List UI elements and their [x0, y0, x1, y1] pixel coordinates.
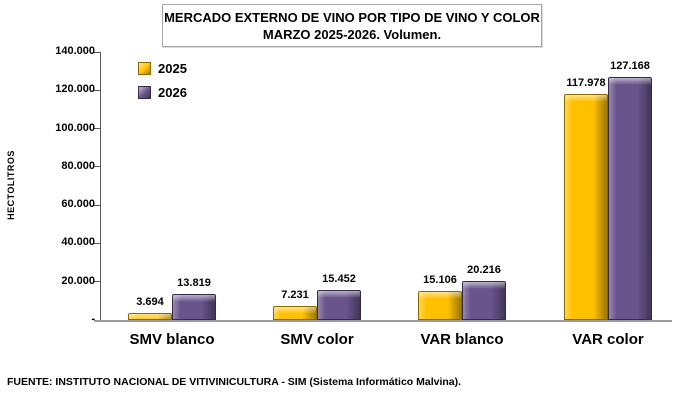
chart-title: MERCADO EXTERNO DE VINO POR TIPO DE VINO…	[164, 9, 540, 25]
y-tick-label: 20.000	[61, 274, 95, 287]
y-tick	[94, 89, 101, 91]
bar-value-label-2026-var-color: 127.168	[610, 60, 650, 72]
legend: 2025 2026	[138, 61, 187, 100]
bar-2025-var-color	[564, 94, 608, 320]
y-tick-label: 80.000	[61, 159, 95, 172]
bar-value-label-2026-smv-blanco: 13.819	[177, 277, 211, 289]
legend-item-2026: 2026	[138, 85, 187, 100]
y-tick-label: 100.000	[55, 121, 95, 134]
bar-value-label-2025-smv-color: 7.231	[281, 289, 309, 301]
x-axis-line	[95, 320, 672, 322]
category-label-smv-color: SMV color	[280, 331, 354, 348]
y-tick	[94, 204, 101, 206]
bar-2026-smv-blanco	[172, 294, 216, 320]
category-label-smv-blanco: SMV blanco	[129, 331, 215, 348]
bar-2026-var-color	[608, 77, 652, 320]
bar-value-label-2026-smv-color: 15.452	[322, 273, 356, 285]
y-tick-label: 60.000	[61, 198, 95, 211]
bar-value-label-2026-var-blanco: 20.216	[467, 264, 501, 276]
legend-label-2025: 2025	[158, 61, 187, 76]
y-tick	[94, 166, 101, 168]
y-tick-label: 140.000	[55, 45, 95, 57]
source-note: FUENTE: INSTITUTO NACIONAL DE VITIVINICU…	[7, 376, 462, 388]
bar-2026-smv-color	[317, 290, 361, 320]
legend-marker-2026	[138, 86, 151, 99]
chart-subtitle: MARZO 2025-2026. Volumen.	[262, 26, 442, 42]
legend-marker-2025	[138, 62, 151, 75]
chart-title-box: MERCADO EXTERNO DE VINO POR TIPO DE VINO…	[162, 4, 542, 47]
bar-value-label-2025-smv-blanco: 3.694	[136, 296, 164, 308]
bar-2026-var-blanco	[462, 281, 506, 320]
y-tick	[94, 128, 101, 130]
bar-value-label-2025-var-blanco: 15.106	[423, 274, 457, 286]
bar-2025-var-blanco	[418, 291, 462, 320]
y-axis-line	[100, 52, 101, 320]
category-label-var-color: VAR color	[572, 331, 644, 348]
y-tick-label: 40.000	[61, 236, 95, 249]
y-tick	[94, 51, 101, 53]
bar-2025-smv-color	[273, 306, 317, 320]
bar-value-label-2025-var-color: 117.978	[566, 77, 606, 89]
legend-item-2025: 2025	[138, 61, 187, 76]
y-tick	[94, 281, 101, 283]
bar-2025-smv-blanco	[128, 313, 172, 320]
y-tick	[94, 242, 101, 244]
y-tick-label: -	[91, 313, 95, 325]
y-tick-label: 120.000	[55, 83, 95, 96]
category-label-var-blanco: VAR blanco	[420, 331, 504, 348]
legend-label-2026: 2026	[158, 85, 187, 100]
